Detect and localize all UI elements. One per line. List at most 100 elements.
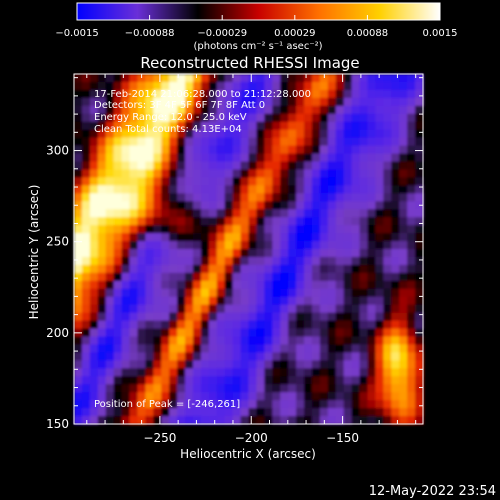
heatmap-cell bbox=[399, 264, 408, 274]
heatmap-cell bbox=[81, 400, 91, 409]
heatmap-cell bbox=[304, 201, 313, 210]
heatmap-cell bbox=[145, 81, 154, 91]
heatmap-cell bbox=[311, 264, 321, 274]
heatmap-cell bbox=[256, 97, 265, 107]
heatmap-cell bbox=[248, 320, 258, 330]
heatmap-cell bbox=[137, 225, 146, 234]
heatmap-cell bbox=[240, 376, 250, 385]
heatmap-cell bbox=[383, 264, 392, 274]
heatmap-cell bbox=[177, 249, 186, 258]
heatmap-cell bbox=[296, 384, 305, 393]
heatmap-cell bbox=[216, 185, 226, 194]
heatmap-cell bbox=[327, 161, 337, 171]
heatmap-cell bbox=[383, 105, 392, 115]
heatmap-cell bbox=[343, 113, 353, 123]
heatmap-cell bbox=[343, 280, 353, 290]
heatmap-cell bbox=[264, 280, 273, 290]
heatmap-cell bbox=[137, 336, 146, 346]
heatmap-cell bbox=[121, 336, 131, 346]
heatmap-cell bbox=[137, 129, 146, 139]
x-tick-label: −200 bbox=[235, 431, 268, 445]
heatmap-cell bbox=[137, 177, 146, 186]
heatmap-cell bbox=[200, 97, 210, 107]
heatmap-cell bbox=[113, 193, 123, 202]
heatmap-cell bbox=[232, 89, 242, 99]
colorbar bbox=[77, 3, 440, 20]
heatmap-cell bbox=[407, 416, 416, 425]
heatmap-cell bbox=[121, 113, 131, 123]
heatmap-cell bbox=[399, 376, 408, 385]
heatmap-cell bbox=[208, 137, 218, 147]
heatmap-cell bbox=[367, 328, 377, 338]
heatmap-cell bbox=[280, 249, 289, 258]
heatmap-cell bbox=[296, 360, 305, 369]
heatmap-cell bbox=[121, 121, 131, 131]
heatmap-cell bbox=[359, 400, 369, 409]
heatmap-cell bbox=[319, 249, 329, 258]
heatmap-cell bbox=[121, 97, 131, 107]
heatmap-cell bbox=[383, 400, 392, 409]
heatmap-cell bbox=[319, 304, 329, 314]
heatmap-cell bbox=[256, 249, 265, 258]
heatmap-cell bbox=[288, 145, 297, 155]
heatmap-cell bbox=[161, 113, 170, 123]
heatmap-cell bbox=[256, 280, 265, 290]
heatmap-cell bbox=[192, 177, 202, 186]
heatmap-cell bbox=[240, 97, 250, 107]
heatmap-cell bbox=[280, 328, 289, 338]
heatmap-cell bbox=[161, 376, 170, 385]
heatmap-cell bbox=[113, 177, 123, 186]
heatmap-cell bbox=[145, 209, 154, 218]
heatmap-cell bbox=[216, 201, 226, 210]
heatmap-cell bbox=[192, 400, 202, 409]
heatmap-cell bbox=[200, 256, 210, 266]
heatmap-cell bbox=[137, 89, 146, 99]
heatmap-cell bbox=[137, 105, 146, 115]
heatmap-cell bbox=[407, 352, 416, 361]
heatmap-cell bbox=[113, 336, 123, 346]
heatmap-cell bbox=[240, 185, 250, 194]
heatmap-cell bbox=[383, 209, 392, 218]
heatmap-cell bbox=[296, 129, 305, 139]
heatmap-cell bbox=[256, 193, 265, 202]
heatmap-cell bbox=[224, 249, 234, 258]
heatmap-cell bbox=[161, 264, 170, 274]
heatmap-cell bbox=[256, 264, 265, 274]
heatmap-cell bbox=[359, 288, 369, 298]
heatmap-cell bbox=[153, 241, 162, 250]
heatmap-cell bbox=[391, 121, 400, 131]
heatmap-cell bbox=[288, 129, 297, 139]
heatmap-cell bbox=[415, 153, 424, 163]
heatmap-cell bbox=[280, 129, 289, 139]
heatmap-cell bbox=[185, 177, 194, 186]
heatmap-cell bbox=[407, 368, 416, 377]
heatmap-cell bbox=[208, 264, 218, 274]
heatmap-cell bbox=[335, 344, 345, 353]
heatmap-cell bbox=[288, 201, 297, 210]
heatmap-cell bbox=[311, 105, 321, 115]
heatmap-cell bbox=[161, 416, 170, 425]
heatmap-cell bbox=[367, 304, 377, 314]
heatmap-cell bbox=[359, 352, 369, 361]
x-tick-label: −250 bbox=[143, 431, 176, 445]
heatmap-cell bbox=[145, 137, 154, 147]
heatmap-cell bbox=[185, 288, 194, 298]
heatmap-cell bbox=[399, 113, 408, 123]
heatmap-cell bbox=[375, 209, 384, 218]
heatmap-cell bbox=[288, 193, 297, 202]
heatmap-cell bbox=[97, 376, 107, 385]
heatmap-cell bbox=[137, 233, 146, 242]
heatmap-cell bbox=[335, 328, 345, 338]
heatmap-cell bbox=[145, 153, 154, 163]
heatmap-cell bbox=[375, 312, 384, 322]
heatmap-cell bbox=[304, 193, 313, 202]
heatmap-cell bbox=[224, 217, 234, 226]
heatmap-cell bbox=[319, 89, 329, 99]
heatmap-cell bbox=[264, 113, 273, 123]
heatmap-cell bbox=[224, 384, 234, 393]
heatmap-cell bbox=[359, 344, 369, 353]
heatmap-cell bbox=[113, 249, 123, 258]
heatmap-cell bbox=[335, 400, 345, 409]
heatmap-cell bbox=[224, 328, 234, 338]
heatmap-cell bbox=[185, 129, 194, 139]
